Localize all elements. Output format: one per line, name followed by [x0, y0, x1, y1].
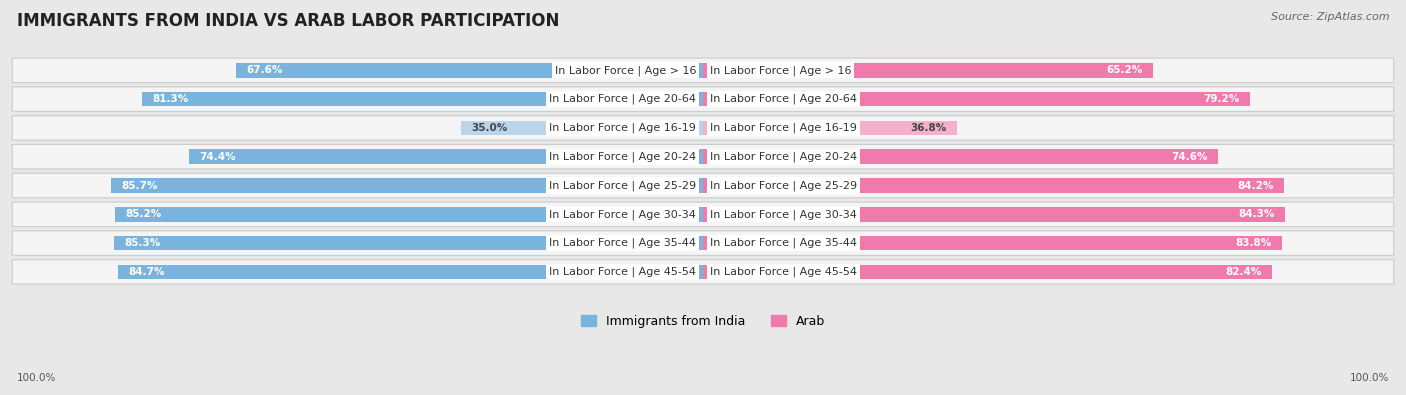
Text: In Labor Force | Age 30-34: In Labor Force | Age 30-34 — [550, 209, 696, 220]
FancyBboxPatch shape — [13, 58, 1393, 83]
Text: In Labor Force | Age 20-24: In Labor Force | Age 20-24 — [710, 151, 858, 162]
Text: 85.7%: 85.7% — [121, 181, 157, 190]
Text: 79.2%: 79.2% — [1204, 94, 1240, 104]
Text: 84.2%: 84.2% — [1237, 181, 1274, 190]
FancyBboxPatch shape — [13, 202, 1393, 227]
Bar — [703, 236, 1282, 250]
Text: 85.2%: 85.2% — [125, 209, 162, 219]
Text: 100.0%: 100.0% — [17, 373, 56, 383]
Bar — [703, 265, 1272, 279]
Text: 35.0%: 35.0% — [471, 123, 508, 133]
Bar — [461, 120, 703, 135]
Bar — [190, 149, 703, 164]
Bar — [703, 178, 1285, 193]
Bar — [703, 149, 1218, 164]
Text: In Labor Force | Age 45-54: In Labor Force | Age 45-54 — [550, 267, 696, 277]
Text: In Labor Force | Age 16-19: In Labor Force | Age 16-19 — [710, 123, 856, 133]
Bar — [111, 178, 703, 193]
Text: In Labor Force | Age 20-24: In Labor Force | Age 20-24 — [548, 151, 696, 162]
Text: In Labor Force | Age 35-44: In Labor Force | Age 35-44 — [710, 238, 856, 248]
FancyBboxPatch shape — [13, 231, 1393, 255]
Text: In Labor Force | Age 45-54: In Labor Force | Age 45-54 — [710, 267, 856, 277]
Text: In Labor Force | Age 20-64: In Labor Force | Age 20-64 — [550, 94, 696, 104]
Text: In Labor Force | Age > 16: In Labor Force | Age > 16 — [554, 65, 696, 75]
Text: Source: ZipAtlas.com: Source: ZipAtlas.com — [1271, 12, 1389, 22]
Bar — [703, 207, 1285, 222]
Text: 84.3%: 84.3% — [1239, 209, 1275, 219]
Text: 74.4%: 74.4% — [200, 152, 236, 162]
Text: 85.3%: 85.3% — [124, 238, 160, 248]
Text: In Labor Force | Age 25-29: In Labor Force | Age 25-29 — [548, 180, 696, 191]
Text: 36.8%: 36.8% — [911, 123, 946, 133]
FancyBboxPatch shape — [13, 145, 1393, 169]
Text: In Labor Force | Age 16-19: In Labor Force | Age 16-19 — [550, 123, 696, 133]
Text: In Labor Force | Age > 16: In Labor Force | Age > 16 — [710, 65, 852, 75]
Bar — [703, 63, 1153, 78]
Legend: Immigrants from India, Arab: Immigrants from India, Arab — [576, 310, 830, 333]
Text: 81.3%: 81.3% — [152, 94, 188, 104]
Bar — [703, 120, 957, 135]
Bar — [118, 265, 703, 279]
Bar — [142, 92, 703, 107]
Text: 65.2%: 65.2% — [1107, 65, 1143, 75]
Text: In Labor Force | Age 25-29: In Labor Force | Age 25-29 — [710, 180, 858, 191]
Text: In Labor Force | Age 30-34: In Labor Force | Age 30-34 — [710, 209, 856, 220]
Text: 82.4%: 82.4% — [1225, 267, 1261, 277]
Text: IMMIGRANTS FROM INDIA VS ARAB LABOR PARTICIPATION: IMMIGRANTS FROM INDIA VS ARAB LABOR PART… — [17, 12, 560, 30]
Text: 83.8%: 83.8% — [1234, 238, 1271, 248]
Text: 67.6%: 67.6% — [246, 65, 283, 75]
Bar — [236, 63, 703, 78]
FancyBboxPatch shape — [13, 87, 1393, 111]
Text: In Labor Force | Age 20-64: In Labor Force | Age 20-64 — [710, 94, 856, 104]
FancyBboxPatch shape — [13, 173, 1393, 198]
Bar — [114, 236, 703, 250]
Text: 84.7%: 84.7% — [128, 267, 165, 277]
Text: In Labor Force | Age 35-44: In Labor Force | Age 35-44 — [550, 238, 696, 248]
Bar — [115, 207, 703, 222]
FancyBboxPatch shape — [13, 116, 1393, 140]
FancyBboxPatch shape — [13, 260, 1393, 284]
Text: 74.6%: 74.6% — [1171, 152, 1208, 162]
Bar — [703, 92, 1250, 107]
Text: 100.0%: 100.0% — [1350, 373, 1389, 383]
